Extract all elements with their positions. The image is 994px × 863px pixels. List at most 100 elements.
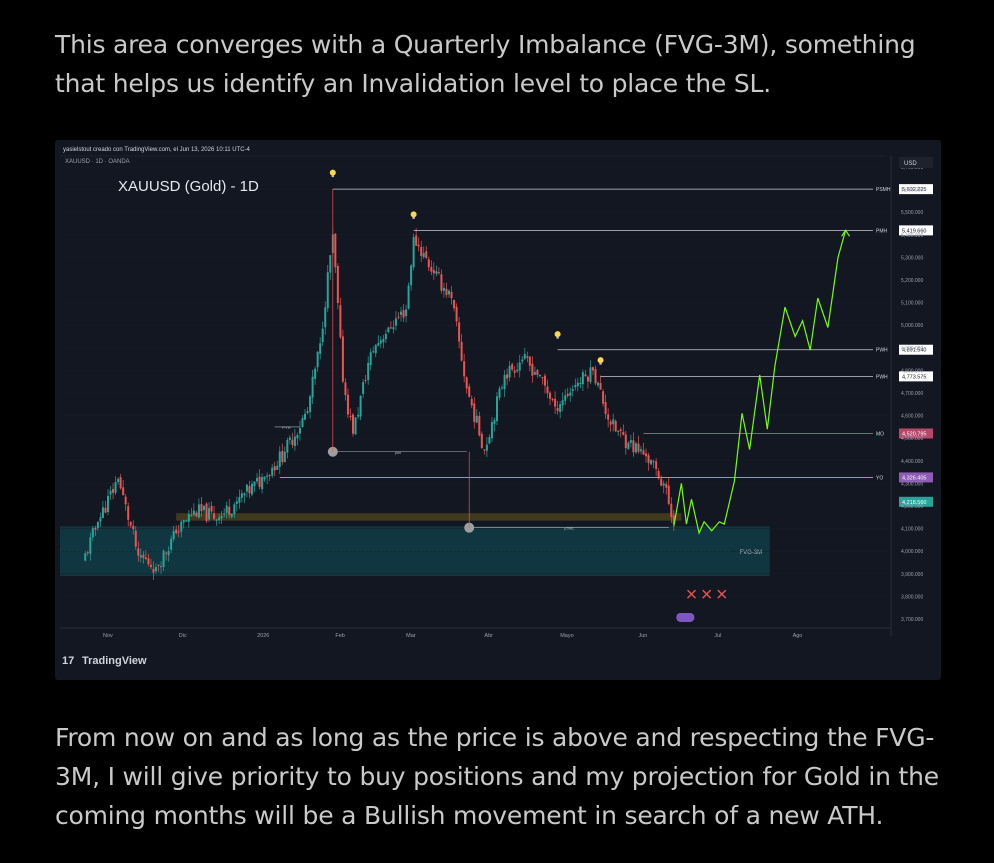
yo-level-label: YO	[876, 475, 883, 481]
candle-body	[639, 449, 642, 452]
x-tick-label: Jul	[714, 633, 721, 639]
candle-body	[503, 374, 506, 390]
candle-body	[298, 427, 301, 434]
candle-body	[612, 419, 615, 425]
candle-body	[425, 251, 428, 258]
candle-body	[448, 290, 451, 295]
candle-body	[261, 477, 264, 490]
candle-body	[354, 417, 357, 435]
candle-body	[389, 327, 392, 329]
candle-body	[609, 421, 612, 425]
candle-body	[384, 333, 387, 340]
candle-body	[230, 513, 233, 517]
candle-body	[233, 504, 236, 515]
candle-body	[498, 388, 501, 398]
candle-body	[106, 495, 109, 513]
candle-body	[665, 484, 668, 488]
x-tick-label: Abr	[484, 633, 493, 639]
price-chart[interactable]: yasielstout creado con TradingView.com, …	[55, 140, 941, 680]
candle-body	[374, 344, 377, 354]
candle-body	[225, 505, 228, 513]
pmh-level-label: PMH	[876, 228, 888, 234]
candle-body	[473, 403, 476, 422]
candle-body	[142, 554, 145, 558]
pwh1-level-label: PWH	[876, 348, 888, 354]
candle-body	[581, 372, 584, 385]
candle-body	[405, 309, 408, 317]
candle-body	[632, 440, 635, 453]
candle-body	[483, 449, 486, 451]
candle-body	[528, 356, 531, 366]
candle-body	[377, 343, 380, 346]
candle-body	[607, 414, 610, 420]
bulb-icon	[329, 169, 336, 176]
candle-body	[670, 503, 673, 518]
candle-body	[460, 341, 463, 361]
bulb-icon-base	[412, 216, 415, 219]
candle-body	[554, 398, 557, 407]
candle-body	[86, 552, 89, 554]
candle-body	[149, 564, 152, 568]
pwh2-level-label: PWH	[876, 374, 888, 380]
candle-body	[324, 307, 327, 328]
candle-body	[200, 504, 203, 512]
candle-body	[273, 466, 276, 471]
candle-body	[271, 467, 274, 476]
pml-level-label: pml	[395, 450, 402, 455]
candle-body	[238, 497, 241, 503]
candle-body	[329, 255, 332, 273]
candle-body	[518, 362, 521, 371]
outro-paragraph: From now on and as long as the price is …	[55, 723, 939, 830]
candle-body	[258, 476, 261, 487]
candle-body	[177, 531, 180, 533]
candle-body	[493, 420, 496, 424]
candle-body	[541, 377, 544, 379]
candle-body	[470, 398, 473, 406]
x-axis: Nov Dic 2026 Feb Mar Abr Mayo Jun Jul Ago	[60, 627, 891, 639]
candle-body	[571, 389, 574, 391]
candle-body	[564, 395, 567, 401]
tradingview-wordmark: TradingView	[82, 655, 147, 667]
candle-body	[647, 455, 650, 464]
candle-body	[667, 485, 670, 504]
y-tick-label: 5,700.000	[901, 165, 923, 171]
y-tick-label: 4,900.000	[901, 346, 923, 352]
pwh2-level-price-tag	[899, 371, 933, 382]
x-tick-label: Mar	[406, 633, 416, 639]
candle-body	[546, 386, 549, 394]
candle-body	[586, 376, 589, 382]
candle-body	[152, 568, 155, 573]
candle-body	[364, 380, 367, 382]
y-tick-label: 4,700.000	[901, 391, 923, 397]
psmh-level-label: PSMH	[876, 187, 891, 193]
candle-body	[129, 521, 132, 526]
candle-body	[594, 369, 597, 384]
candle-body	[465, 377, 468, 389]
candle-body	[559, 404, 562, 413]
candle-body	[218, 517, 221, 521]
candle-body	[359, 395, 362, 417]
candle-body	[339, 305, 342, 338]
chart-frame: yasielstout creado con TradingView.com, …	[55, 140, 941, 680]
candle-body	[301, 418, 304, 428]
candle-body	[190, 515, 193, 517]
y-axis: 3,700.000 3,800.000 3,900.000 4,000.000 4,10…	[890, 156, 923, 636]
candle-body	[256, 477, 259, 482]
candle-body	[412, 237, 415, 268]
candle-body	[402, 310, 405, 318]
candle-body	[379, 340, 382, 344]
candle-body	[591, 367, 594, 371]
candle-body	[162, 550, 165, 567]
levels-layer: PSMH 5,602.225 PMH 5,419.660 PWH 4,891.540 PWH…	[274, 169, 933, 533]
candle-body	[291, 439, 294, 445]
pmh-level-price-tag	[899, 225, 933, 236]
bulb-icon-base	[556, 336, 559, 339]
candle-body	[268, 474, 271, 476]
candle-body	[235, 501, 238, 504]
candle-body	[516, 369, 519, 372]
bulb-icon	[410, 211, 417, 218]
y-tick-label: 4,300.000	[901, 481, 923, 487]
candle-body	[114, 482, 117, 493]
candle-body	[172, 531, 175, 540]
candle-body	[463, 361, 466, 377]
